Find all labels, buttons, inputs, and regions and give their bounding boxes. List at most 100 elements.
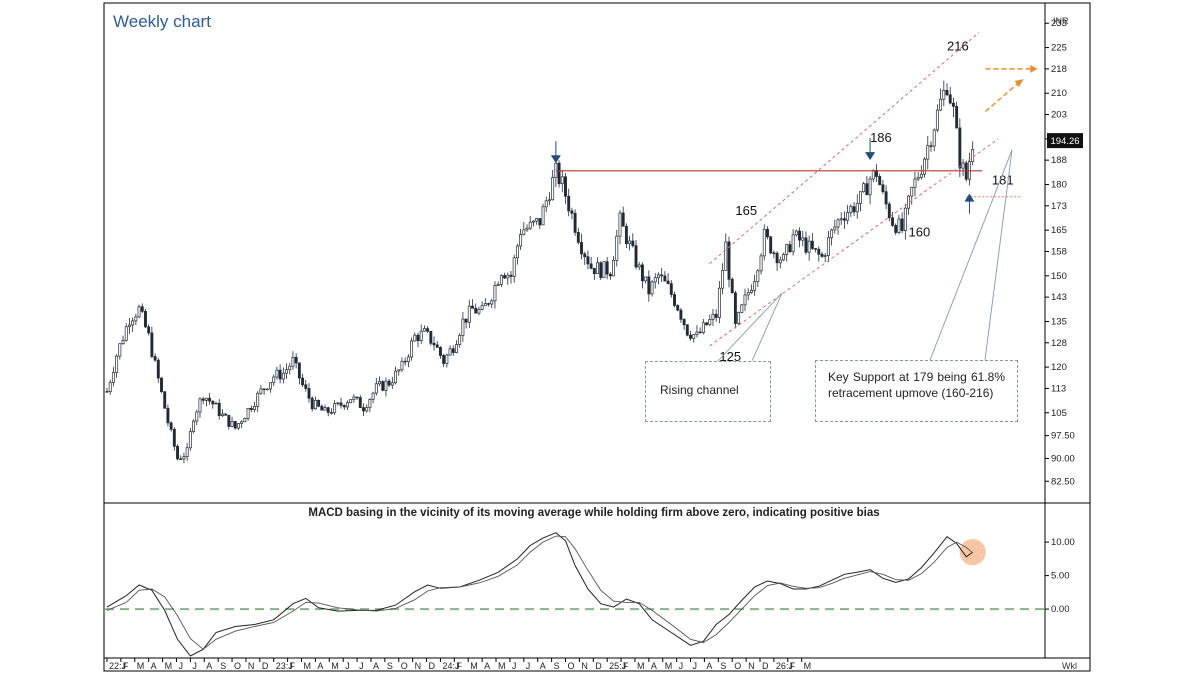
- candle-body: [483, 303, 487, 307]
- candle-body: [624, 225, 628, 245]
- candle-body: [692, 334, 696, 339]
- time-tick-label: F: [623, 661, 629, 671]
- key-support-connector: [984, 149, 1013, 361]
- candle-body: [265, 388, 269, 391]
- candle-body: [336, 402, 340, 405]
- candle-body: [349, 399, 353, 404]
- time-tick-label: A: [151, 661, 157, 671]
- candle-body: [451, 348, 455, 353]
- time-tick-label: F: [290, 661, 296, 671]
- candle-body: [499, 275, 503, 285]
- candle-body: [333, 403, 337, 414]
- candle-body: [182, 456, 186, 460]
- candle-body: [438, 346, 442, 356]
- candle-body: [644, 276, 648, 282]
- candle-body: [717, 287, 721, 318]
- candle-body: [201, 398, 205, 401]
- time-tick-label: A: [651, 661, 657, 671]
- time-tick-label: A: [540, 661, 546, 671]
- candle-body: [871, 170, 875, 180]
- candle-body: [544, 200, 548, 208]
- time-tick-label: 24:J: [442, 661, 459, 671]
- candle-body: [759, 255, 763, 272]
- candle-body: [679, 309, 683, 320]
- candle-body: [320, 405, 324, 411]
- candle-body: [794, 230, 798, 236]
- candle-body: [782, 254, 785, 261]
- candle-body: [406, 356, 410, 363]
- candle-body: [971, 149, 975, 163]
- candle-body: [958, 127, 962, 169]
- candle-body: [705, 322, 709, 326]
- candle-body: [695, 331, 699, 335]
- candle-body: [640, 264, 644, 282]
- candle-body: [512, 257, 516, 277]
- candle-body: [137, 306, 141, 318]
- candle-body: [169, 422, 173, 430]
- time-tick-label: J: [526, 661, 531, 671]
- candle-body: [573, 212, 577, 233]
- candle-body: [464, 318, 468, 323]
- key-support-connector: [929, 149, 1013, 361]
- price-tick-label: 233: [1051, 18, 1067, 29]
- time-tick-label: D: [429, 661, 436, 671]
- candle-body: [721, 270, 725, 289]
- candle-body: [801, 237, 805, 241]
- time-tick-label: A: [206, 661, 212, 671]
- candle-body: [897, 218, 901, 233]
- candle-body: [538, 218, 542, 226]
- time-tick-label: 22:J: [109, 661, 126, 671]
- candle-body: [490, 300, 494, 305]
- candle-body: [435, 344, 439, 348]
- candle-body: [724, 241, 728, 271]
- candle-body: [583, 253, 587, 258]
- candle-body: [429, 330, 433, 344]
- time-tick-label: A: [484, 661, 490, 671]
- candle-body: [608, 273, 612, 277]
- candle-body: [413, 334, 417, 342]
- candle-body: [798, 230, 801, 241]
- candle-body: [826, 237, 830, 256]
- candle-body: [230, 421, 234, 427]
- candle-body: [531, 220, 535, 223]
- time-tick-label: M: [498, 661, 506, 671]
- candle-body: [285, 369, 288, 374]
- candle-body: [685, 324, 689, 336]
- projection-arrow: [985, 80, 1022, 113]
- candle-body: [894, 225, 898, 233]
- candle-body: [615, 235, 619, 261]
- candle-body: [525, 227, 529, 231]
- last-price-badge: [1047, 133, 1083, 149]
- candle-body: [455, 344, 458, 353]
- candle-body: [564, 176, 567, 197]
- candle-body: [249, 407, 253, 411]
- target-arrowhead: [1030, 64, 1038, 73]
- rising-channel-text: Rising channel: [660, 383, 739, 397]
- price-tick-label: 128: [1051, 338, 1067, 349]
- candle-body: [948, 94, 952, 104]
- candle-body: [762, 228, 766, 257]
- time-tick-label: O: [567, 661, 574, 671]
- candle-body: [769, 236, 773, 254]
- last-price-label: 194.26: [1050, 136, 1079, 147]
- price-tick-label: 82.50: [1051, 476, 1075, 487]
- channel-lower-line: [709, 138, 999, 347]
- candle-body: [208, 397, 212, 402]
- candle-body: [352, 396, 356, 400]
- candle-body: [509, 274, 513, 277]
- time-tick-label: N: [748, 661, 755, 671]
- candle-body: [156, 359, 160, 379]
- candle-body: [477, 309, 481, 314]
- price-tick-label: 135: [1051, 316, 1067, 327]
- candle-body: [172, 428, 176, 447]
- candle-body: [647, 276, 651, 295]
- candle-body: [698, 331, 702, 334]
- up-arrow-head: [964, 193, 975, 202]
- candle-body: [932, 129, 936, 147]
- macd-tick-label: 10.00: [1051, 537, 1075, 548]
- time-tick-label: D: [595, 661, 602, 671]
- time-tick-label: J: [192, 661, 197, 671]
- time-tick-label: N: [415, 661, 422, 671]
